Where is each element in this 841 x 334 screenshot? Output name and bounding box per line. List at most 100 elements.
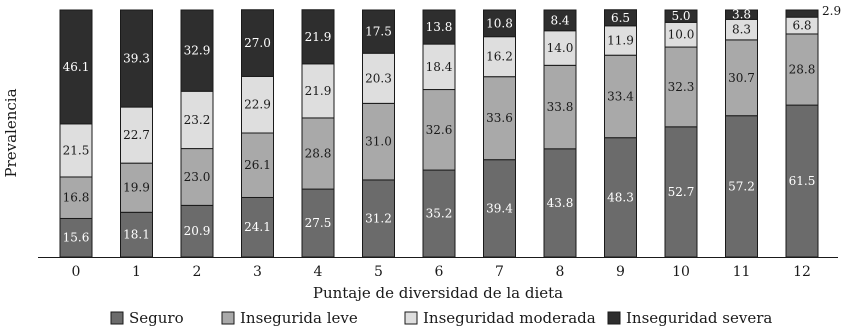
data-label: 5.0	[671, 9, 690, 23]
bar-segment	[543, 9, 577, 32]
data-label: 21.9	[305, 30, 332, 44]
bar-segment	[120, 106, 153, 164]
legend-swatch	[110, 311, 124, 325]
legend-label: Seguro	[129, 309, 184, 327]
legend-swatch	[607, 311, 621, 325]
bar-segment	[785, 104, 819, 258]
bar-segment	[422, 9, 456, 45]
bar-segment	[120, 162, 153, 213]
data-label: 16.2	[486, 50, 513, 64]
legend-swatch	[221, 311, 235, 325]
bar-segment	[543, 64, 577, 150]
data-label: 17.5	[365, 25, 392, 39]
bar-segment	[362, 179, 395, 258]
bar-segment	[604, 54, 637, 139]
x-tick-label: 4	[314, 264, 323, 280]
bar-segment	[664, 126, 698, 258]
x-tick-label: 7	[495, 264, 504, 280]
data-label: 8.4	[550, 13, 569, 27]
bar-segment	[59, 217, 93, 258]
data-label: 21.5	[63, 143, 90, 157]
bar-segment	[483, 9, 516, 38]
data-label: 8.3	[732, 23, 751, 37]
data-label: 35.2	[426, 207, 453, 221]
bar-segment	[604, 9, 637, 27]
data-label: 52.7	[668, 185, 695, 199]
data-label: 14.0	[547, 41, 574, 55]
legend-swatch	[404, 311, 418, 325]
data-label: 32.3	[668, 80, 695, 94]
bar-segment	[301, 117, 335, 190]
data-label: 24.1	[244, 220, 271, 234]
data-label: 19.9	[123, 181, 150, 195]
x-tick-label: 2	[193, 264, 202, 280]
bar-segment	[725, 39, 758, 117]
bar-segment	[483, 159, 516, 258]
bars-layer	[59, 9, 819, 258]
data-label: 28.8	[789, 63, 816, 77]
x-tick-label: 8	[556, 264, 565, 280]
data-label: 6.5	[611, 11, 630, 25]
bar-segment	[543, 30, 577, 66]
bar-segment	[422, 43, 456, 91]
data-label: 18.1	[123, 228, 150, 242]
data-label: 46.1	[63, 60, 90, 74]
legend: Seguro Insegurida leve Inseguridad moderad…	[110, 309, 772, 327]
data-label: 33.4	[607, 89, 634, 103]
data-label: 23.2	[184, 113, 211, 127]
bar-segment	[241, 9, 274, 77]
data-label: 3.8	[732, 8, 751, 22]
data-label: 39.3	[123, 52, 150, 66]
data-label: 21.9	[305, 84, 332, 98]
data-label: 11.9	[607, 34, 634, 48]
x-tick-label: 5	[374, 264, 383, 280]
bar-segment	[604, 25, 637, 56]
data-label: 22.7	[123, 128, 150, 142]
data-label: 39.4	[486, 201, 513, 215]
y-axis-title: Prevalencia	[2, 88, 20, 177]
data-label: 57.2	[728, 179, 755, 193]
data-label: 6.8	[792, 19, 811, 33]
data-label: 61.5	[789, 174, 816, 188]
bar-segment	[301, 188, 335, 258]
data-label: 13.8	[426, 20, 453, 34]
x-tick-label: 10	[672, 264, 690, 280]
x-tick-label: 6	[435, 264, 444, 280]
bar-segment	[483, 76, 516, 161]
bar-segment	[59, 9, 93, 125]
bar-segment	[241, 75, 274, 134]
x-tick-label: 11	[733, 264, 751, 280]
bar-segment	[785, 33, 819, 106]
data-label: 10.8	[486, 16, 513, 30]
bar-segment	[180, 9, 214, 92]
data-label: 32.6	[426, 123, 453, 137]
data-label: 10.0	[668, 28, 695, 42]
x-tick-labels: 0 1 2 3 4 5 6 7 8 9 10 11 12	[72, 264, 811, 280]
bar-segment	[422, 89, 456, 171]
bar-segment	[301, 63, 335, 119]
data-label: 27.5	[305, 216, 332, 230]
bar-segment	[362, 9, 395, 54]
x-tick-label: 1	[132, 264, 141, 280]
bar-segment	[180, 90, 214, 150]
data-label: 26.1	[244, 158, 271, 172]
bar-segment	[725, 9, 758, 20]
bar-segment	[301, 9, 335, 65]
legend-label: Insegurida leve	[240, 309, 358, 327]
x-tick-label: 12	[793, 264, 811, 280]
data-label: 22.9	[244, 98, 271, 112]
data-labels-layer: 15.6 16.8 21.5 46.1 18.1 19.9 22.7 39.3 20.9 23.0…	[63, 4, 841, 245]
data-label: 2.9	[822, 4, 841, 18]
data-label: 33.8	[547, 100, 574, 114]
data-label: 31.2	[365, 211, 392, 225]
data-label: 27.0	[244, 36, 271, 50]
bar-segment	[785, 9, 819, 18]
data-label: 15.6	[63, 231, 90, 245]
data-label: 20.3	[365, 71, 392, 85]
bar-segment	[664, 46, 698, 128]
legend-label: Inseguridad moderada	[423, 309, 596, 327]
x-tick-label: 3	[253, 264, 262, 280]
data-label: 32.9	[184, 44, 211, 58]
data-label: 30.7	[728, 71, 755, 85]
